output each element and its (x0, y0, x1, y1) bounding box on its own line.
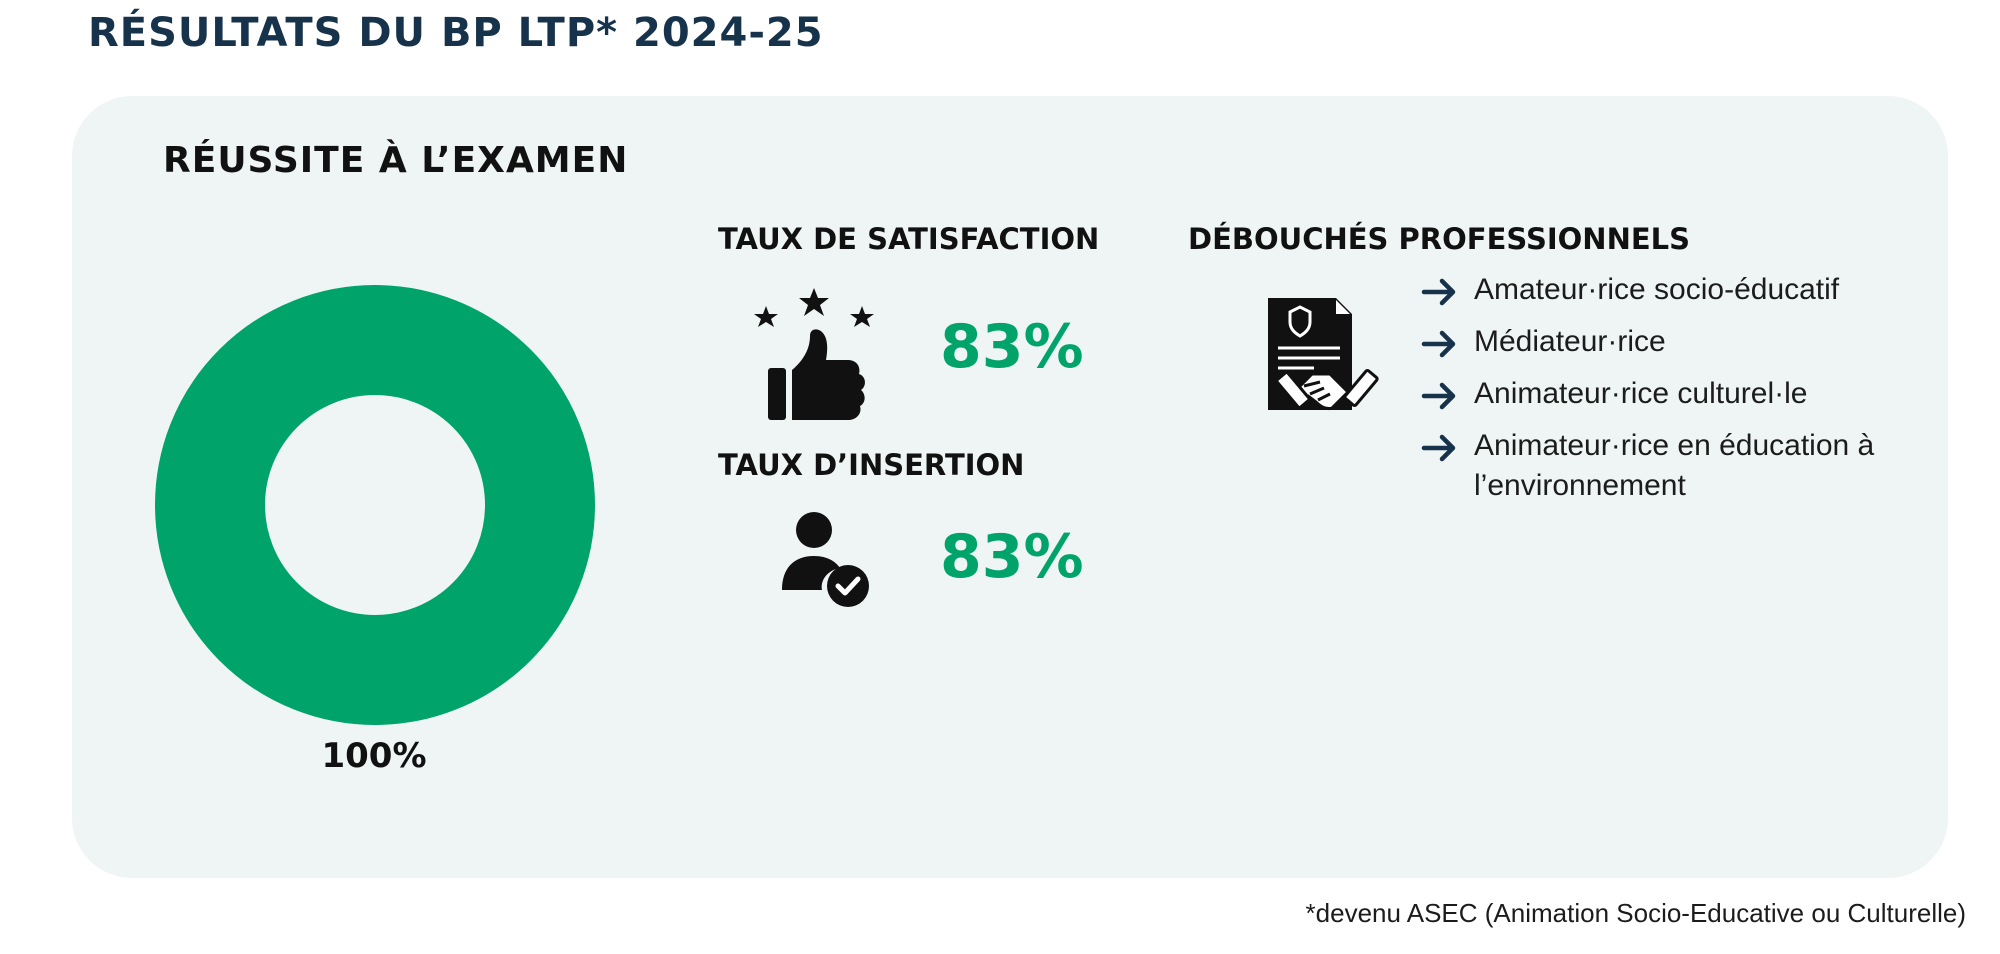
debouche-label: Amateur·rice socio-éducatif (1474, 273, 1840, 306)
debouche-label: Animateur·rice culturel·le (1474, 377, 1808, 410)
results-card (72, 96, 1948, 878)
exam-success-value: 100% (321, 736, 427, 776)
exam-success-donut-chart (155, 285, 595, 725)
donut-slice-réussite (155, 285, 595, 725)
footnote: *devenu ASEC (Animation Socio-Educative … (1305, 898, 1966, 928)
arrow-right-icon (1421, 330, 1456, 358)
arrow-right-icon (1421, 278, 1456, 306)
debouches-list: Amateur·rice socio-éducatif Médiateur·ri… (1420, 270, 1914, 516)
insertion-title: TAUX D’INSERTION (718, 448, 1025, 482)
insertion-value: 83% (940, 522, 1084, 592)
user-check-icon (782, 512, 869, 607)
list-item: Animateur·rice en éducation à l’environn… (1420, 426, 1914, 506)
list-item: Animateur·rice culturel·le (1420, 374, 1914, 416)
exam-success-title: RÉUSSITE À L’EXAMEN (163, 140, 629, 181)
satisfaction-value: 83% (940, 312, 1084, 382)
page-title: RÉSULTATS DU BP LTP* 2024-25 (88, 10, 824, 56)
arrow-right-icon (1421, 434, 1456, 462)
contract-handshake-icon (1268, 298, 1379, 410)
arrow-right-icon (1421, 382, 1456, 410)
debouches-title: DÉBOUCHÉS PROFESSIONNELS (1188, 222, 1691, 256)
debouche-label: Animateur·rice en éducation à l’environn… (1474, 429, 1875, 502)
list-item: Amateur·rice socio-éducatif (1420, 270, 1914, 312)
thumbs-up-stars-icon (754, 288, 874, 420)
satisfaction-title: TAUX DE SATISFACTION (718, 222, 1100, 256)
debouche-label: Médiateur·rice (1474, 325, 1666, 358)
list-item: Médiateur·rice (1420, 322, 1914, 364)
